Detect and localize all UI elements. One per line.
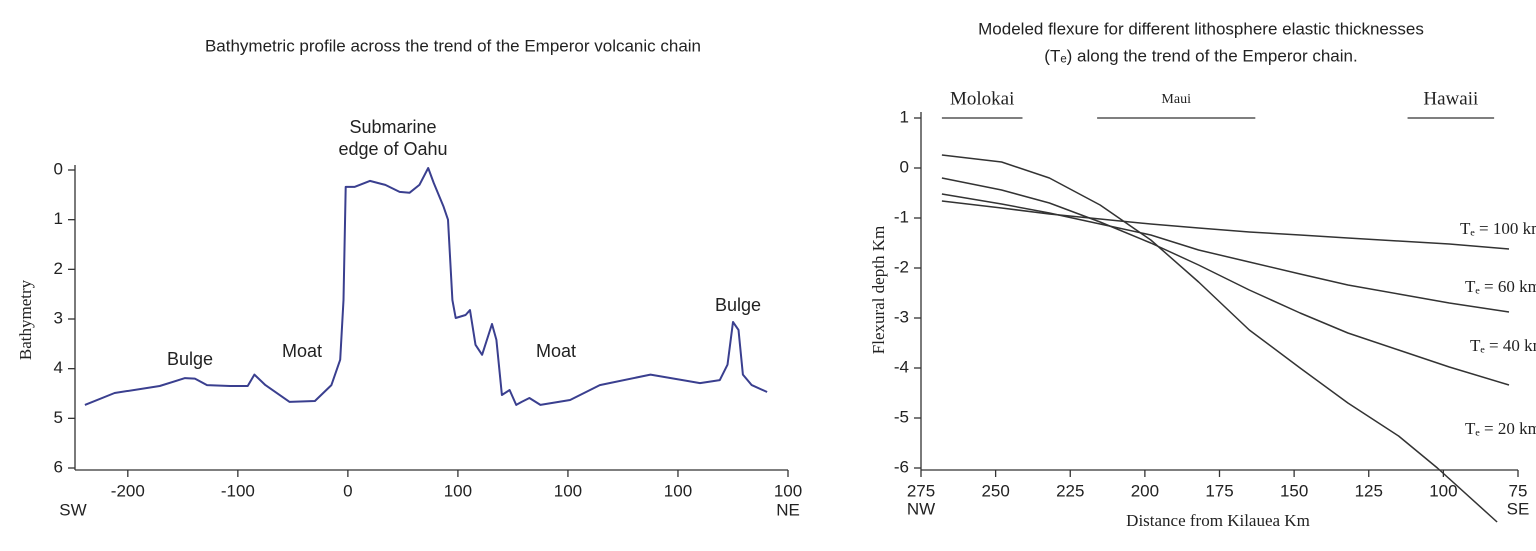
y-tick-label: 6 — [54, 457, 63, 476]
x-tick-label: 100 — [1429, 481, 1457, 500]
x-tick-label: 150 — [1280, 481, 1308, 500]
series-line — [941, 177, 1510, 386]
series-label: Tₑ = 60 km — [1465, 277, 1536, 296]
y-tick-label: 1 — [54, 209, 63, 228]
x-tick-label: 250 — [981, 481, 1009, 500]
chart-title: (Tₑ) along the trend of the Emperor chai… — [1044, 46, 1357, 65]
y-tick-label: 3 — [54, 308, 63, 327]
chart-title: Modeled flexure for different lithospher… — [978, 19, 1424, 38]
axis-end-label: SE — [1507, 499, 1530, 518]
region-label: Hawaii — [1423, 88, 1478, 109]
series-line — [941, 154, 1498, 523]
x-tick-label: 100 — [554, 481, 582, 500]
y-tick-label: 4 — [54, 358, 63, 377]
x-tick-label: 100 — [664, 481, 692, 500]
y-tick-label: -5 — [894, 407, 909, 426]
x-tick-label: 175 — [1205, 481, 1233, 500]
x-tick-label: -200 — [111, 481, 145, 500]
x-axis-label: Distance from Kilauea Km — [1126, 511, 1310, 530]
series-label: Tₑ = 40 km — [1470, 336, 1536, 355]
x-tick-label: 0 — [343, 481, 352, 500]
axis-end-label: SW — [59, 500, 86, 519]
series-line — [941, 200, 1510, 250]
y-tick-label: -6 — [894, 457, 909, 476]
x-tick-label: -100 — [221, 481, 255, 500]
series-line — [941, 193, 1510, 313]
x-tick-label: 225 — [1056, 481, 1084, 500]
annotation: Bulge — [167, 349, 213, 369]
y-tick-label: 0 — [54, 159, 63, 178]
x-tick-label: 125 — [1355, 481, 1383, 500]
series-line — [84, 167, 768, 406]
x-tick-label: 100 — [444, 481, 472, 500]
region-label: Maui — [1161, 92, 1191, 107]
y-tick-label: 2 — [54, 259, 63, 278]
series-label: Tₑ = 20 km — [1465, 419, 1536, 438]
annotation: Moat — [282, 341, 322, 361]
annotation: edge of Oahu — [338, 139, 447, 159]
y-tick-label: 5 — [54, 408, 63, 427]
y-axis-label: Flexural depth Km — [869, 226, 888, 354]
annotation: Bulge — [715, 295, 761, 315]
x-tick-label: 275 — [907, 481, 935, 500]
y-tick-label: 0 — [900, 157, 909, 176]
y-tick-label: -3 — [894, 307, 909, 326]
y-axis-label: Bathymetry — [16, 279, 35, 360]
axis-end-label: NE — [776, 500, 800, 519]
axis-end-label: NW — [907, 499, 935, 518]
region-label: Molokai — [950, 88, 1014, 109]
annotation: Submarine — [349, 117, 436, 137]
series-label: Tₑ = 100 km — [1460, 219, 1536, 238]
x-tick-label: 75 — [1509, 481, 1528, 500]
y-tick-label: -1 — [894, 207, 909, 226]
x-tick-label: 100 — [774, 481, 802, 500]
chart-title: Bathymetric profile across the trend of … — [205, 36, 701, 55]
y-tick-label: -2 — [894, 257, 909, 276]
x-tick-label: 200 — [1131, 481, 1159, 500]
y-tick-label: 1 — [900, 107, 909, 126]
annotation: Moat — [536, 341, 576, 361]
y-tick-label: -4 — [894, 357, 909, 376]
